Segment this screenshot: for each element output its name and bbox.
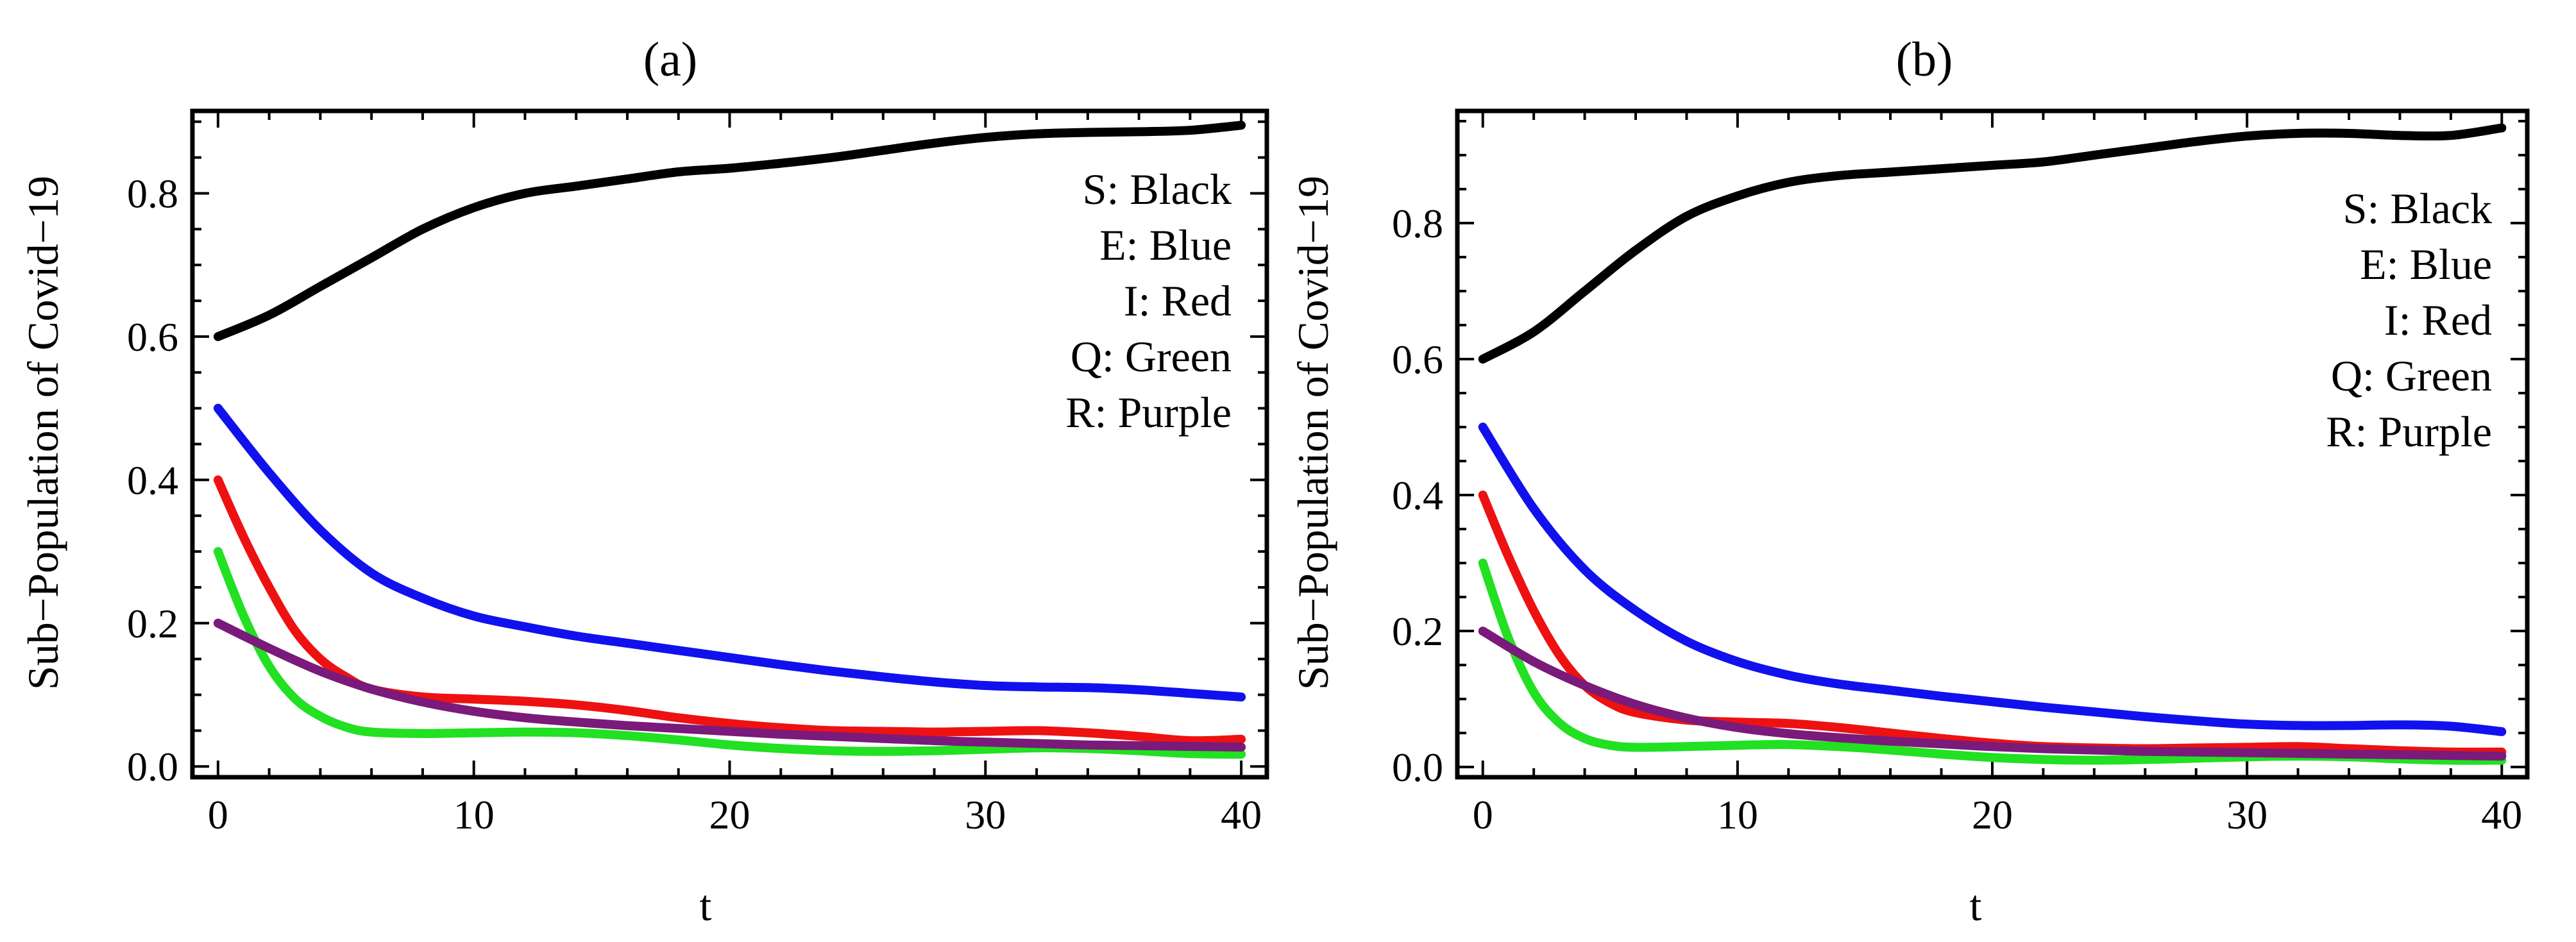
chart-title: (b) bbox=[1896, 33, 1953, 87]
legend-entry: Q: Green bbox=[1071, 332, 1232, 381]
chart-title: (a) bbox=[643, 33, 697, 87]
series-line-S bbox=[213, 121, 1246, 341]
x-axis-label: t bbox=[700, 881, 712, 930]
x-tick-label: 20 bbox=[709, 792, 750, 837]
legend-entry: I: Red bbox=[1124, 276, 1232, 325]
x-tick-label: 0 bbox=[1473, 792, 1493, 837]
legend-entry: Q: Green bbox=[2331, 351, 2492, 400]
y-tick-label: 0.8 bbox=[1392, 201, 1443, 246]
x-tick-label: 20 bbox=[1972, 792, 2013, 837]
legend-entry: E: Blue bbox=[1099, 221, 1232, 269]
series-line-I bbox=[213, 475, 1246, 746]
series-line-S bbox=[1478, 123, 2507, 364]
x-tick-label: 40 bbox=[2481, 792, 2522, 837]
y-tick-label: 0.2 bbox=[127, 601, 178, 646]
legend-entry: S: Black bbox=[1083, 165, 1232, 214]
x-tick-label: 40 bbox=[1221, 792, 1262, 837]
x-tick-label: 10 bbox=[453, 792, 495, 837]
y-axis-label: Sub−Population of Covid−19 bbox=[1289, 176, 1337, 690]
x-tick-label: 10 bbox=[1717, 792, 1758, 837]
x-tick-label: 30 bbox=[965, 792, 1006, 837]
legend-entry: S: Black bbox=[2343, 184, 2492, 233]
y-tick-label: 0.4 bbox=[1392, 473, 1443, 518]
legend-entry: I: Red bbox=[2384, 296, 2492, 344]
x-tick-label: 0 bbox=[208, 792, 228, 837]
x-axis-label: t bbox=[1970, 881, 1982, 930]
chart-panel-a: (a) Sub−Population of Covid−19 t 0 10 20 30… bbox=[19, 33, 1269, 930]
y-tick-label: 0.0 bbox=[1392, 744, 1443, 790]
y-tick-label: 0.6 bbox=[127, 314, 178, 360]
series-line-E bbox=[213, 403, 1246, 702]
legend-entry: R: Purple bbox=[2326, 407, 2492, 456]
y-tick-label: 0.4 bbox=[127, 457, 178, 503]
y-tick-label: 0.6 bbox=[1392, 337, 1443, 382]
y-tick-label: 0.8 bbox=[127, 171, 178, 216]
x-tick-label: 30 bbox=[2226, 792, 2267, 837]
legend-entry: E: Blue bbox=[2360, 240, 2492, 289]
chart-panel-b: (b) Sub−Population of Covid−19 t 0 10 20 30… bbox=[1289, 33, 2530, 930]
legend-entry: R: Purple bbox=[1065, 388, 1232, 437]
series-line-R bbox=[213, 618, 1246, 752]
y-tick-label: 0.2 bbox=[1392, 609, 1443, 654]
series-line-E bbox=[1478, 423, 2507, 736]
series-line-I bbox=[1478, 491, 2507, 757]
series-line-R bbox=[1478, 627, 2507, 761]
y-tick-label: 0.0 bbox=[127, 744, 178, 789]
y-axis-label: Sub−Population of Covid−19 bbox=[19, 176, 67, 690]
series-line-Q bbox=[1478, 559, 2507, 765]
